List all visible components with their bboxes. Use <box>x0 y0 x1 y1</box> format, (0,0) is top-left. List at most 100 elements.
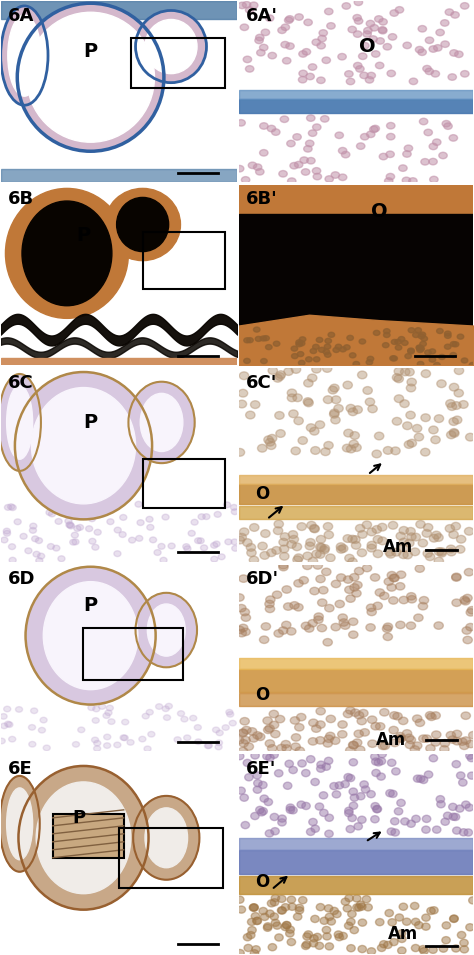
Circle shape <box>293 134 301 140</box>
Circle shape <box>341 780 349 788</box>
Circle shape <box>94 529 101 535</box>
Text: P: P <box>83 42 98 61</box>
Circle shape <box>297 522 306 530</box>
Circle shape <box>314 613 323 621</box>
Circle shape <box>416 345 423 350</box>
Circle shape <box>330 384 339 392</box>
Circle shape <box>183 543 190 549</box>
Circle shape <box>397 930 406 937</box>
Circle shape <box>263 753 271 760</box>
Circle shape <box>460 596 469 604</box>
Circle shape <box>449 429 459 436</box>
Circle shape <box>386 151 394 158</box>
Circle shape <box>422 826 430 834</box>
Circle shape <box>362 564 372 572</box>
Circle shape <box>316 736 325 744</box>
Circle shape <box>344 576 353 584</box>
Circle shape <box>279 563 288 571</box>
Circle shape <box>396 571 406 579</box>
Circle shape <box>295 906 304 914</box>
Circle shape <box>370 126 378 133</box>
Circle shape <box>282 585 292 593</box>
Circle shape <box>261 358 267 364</box>
Circle shape <box>330 782 338 790</box>
Circle shape <box>255 733 265 740</box>
Circle shape <box>254 164 262 170</box>
Circle shape <box>392 417 401 425</box>
Bar <box>238 475 473 484</box>
Circle shape <box>307 521 316 529</box>
Circle shape <box>325 9 333 14</box>
Circle shape <box>349 440 358 448</box>
Ellipse shape <box>145 808 188 868</box>
Circle shape <box>401 817 409 825</box>
Circle shape <box>340 347 346 351</box>
Circle shape <box>415 565 424 572</box>
Circle shape <box>225 539 232 544</box>
Circle shape <box>453 827 461 834</box>
Circle shape <box>190 715 197 721</box>
Circle shape <box>310 524 319 532</box>
Circle shape <box>336 542 346 550</box>
Circle shape <box>436 796 445 803</box>
Circle shape <box>91 737 99 743</box>
Circle shape <box>250 903 258 911</box>
Circle shape <box>463 636 473 644</box>
Circle shape <box>449 417 458 425</box>
Circle shape <box>272 129 280 136</box>
Circle shape <box>174 737 181 742</box>
Circle shape <box>387 759 396 766</box>
Circle shape <box>37 553 45 559</box>
Circle shape <box>367 356 374 361</box>
Circle shape <box>452 760 461 768</box>
Circle shape <box>398 935 406 943</box>
Circle shape <box>455 51 463 57</box>
Circle shape <box>286 930 294 937</box>
Circle shape <box>325 815 334 821</box>
Circle shape <box>444 812 452 819</box>
Circle shape <box>306 357 312 362</box>
Circle shape <box>452 737 462 745</box>
Circle shape <box>373 536 383 543</box>
Circle shape <box>243 539 252 546</box>
Circle shape <box>374 759 383 766</box>
Circle shape <box>312 124 321 131</box>
Circle shape <box>348 741 358 749</box>
Circle shape <box>341 151 350 158</box>
Circle shape <box>391 829 400 836</box>
Circle shape <box>47 543 55 549</box>
Circle shape <box>324 441 333 449</box>
Circle shape <box>307 115 315 121</box>
Circle shape <box>354 823 363 830</box>
Circle shape <box>246 543 255 551</box>
Circle shape <box>238 390 248 397</box>
Circle shape <box>395 732 405 740</box>
Circle shape <box>119 532 126 538</box>
Circle shape <box>325 352 331 357</box>
Circle shape <box>363 387 372 394</box>
Circle shape <box>366 624 375 631</box>
Circle shape <box>238 729 247 736</box>
Circle shape <box>365 76 374 83</box>
Circle shape <box>270 913 278 920</box>
Circle shape <box>275 715 285 723</box>
Circle shape <box>266 596 275 604</box>
Circle shape <box>416 520 425 528</box>
Circle shape <box>324 757 333 764</box>
Text: Am: Am <box>383 538 413 556</box>
Circle shape <box>292 733 301 741</box>
Circle shape <box>452 402 461 410</box>
Circle shape <box>20 534 27 540</box>
Circle shape <box>462 626 472 634</box>
Circle shape <box>354 0 363 6</box>
Circle shape <box>450 352 456 357</box>
Circle shape <box>410 902 419 909</box>
Circle shape <box>351 541 361 549</box>
Circle shape <box>315 943 324 949</box>
Circle shape <box>316 721 325 729</box>
Circle shape <box>371 125 380 132</box>
Circle shape <box>377 757 386 765</box>
Circle shape <box>407 439 417 447</box>
Circle shape <box>318 35 327 42</box>
Circle shape <box>248 162 257 169</box>
